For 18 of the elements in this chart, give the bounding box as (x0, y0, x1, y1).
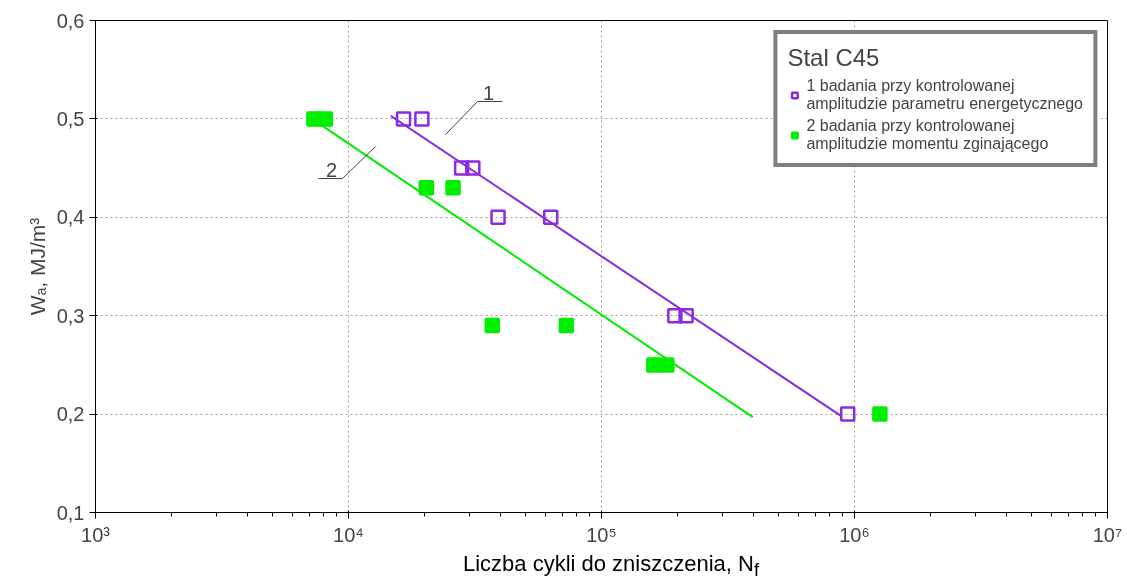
y-tick-label: 0,4 (56, 206, 85, 229)
x-tick-label: 10³ (81, 523, 111, 546)
y-tick-label: 0,6 (56, 9, 85, 32)
y-tick-label: 0,1 (56, 501, 85, 524)
y-tick-label: 0,5 (56, 107, 85, 130)
x-tick-label: 10⁵ (586, 523, 617, 546)
x-axis-title: Liczba cykli do zniszczenia, N$_{f}$ (462, 550, 760, 583)
legend-label: 2 badania przy kontrolowanej amplitudzie momentu zginającego (806, 117, 1049, 153)
annotation: 1 (482, 81, 495, 104)
x-tick-label: 10⁶ (839, 523, 870, 546)
annotation: 2 (325, 158, 338, 181)
y-tick-label: 0,2 (56, 403, 85, 426)
y-axis-title: Wₐ, MJ/m³ (25, 217, 49, 316)
legend-label: 1 badania przy kontrolowanej amplitudzie parametru energetycznego (806, 77, 1083, 113)
x-tick-label: 10⁷ (1092, 523, 1123, 546)
y-tick-label: 0,3 (56, 304, 85, 327)
x-tick-label: 10⁴ (333, 523, 364, 546)
legend-title: Stal C45 (787, 44, 881, 72)
